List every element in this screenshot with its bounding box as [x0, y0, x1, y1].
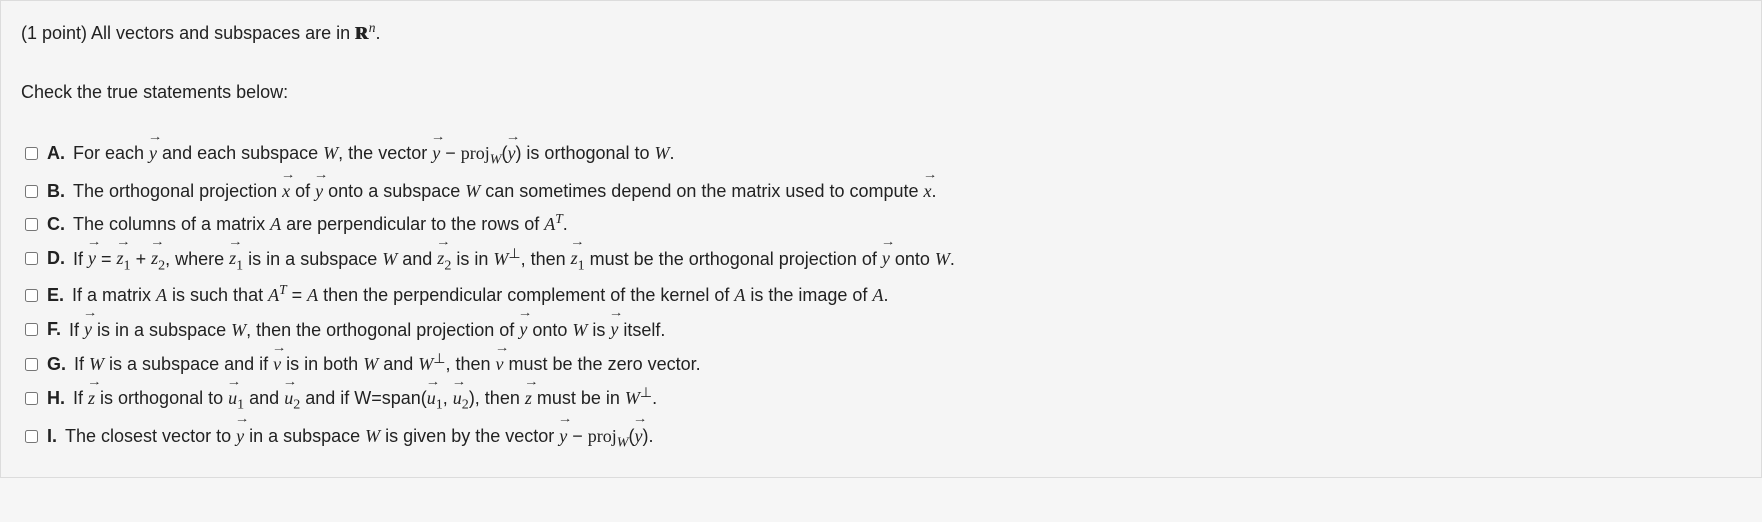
option-checkbox[interactable] [25, 289, 38, 302]
option-checkbox[interactable] [25, 147, 38, 160]
option-checkbox[interactable] [25, 218, 38, 231]
option-letter: A. [47, 137, 65, 169]
option-checkbox[interactable] [25, 185, 38, 198]
option-letter: D. [47, 242, 65, 274]
options-list: A.For each y and each subspace W, the ve… [21, 135, 1741, 455]
option-text: The closest vector to y in a subspace W … [65, 418, 653, 456]
option-checkbox[interactable] [25, 430, 38, 443]
option-text: If W is a subspace and if v is in both W… [74, 346, 701, 380]
option-text: If y is in a subspace W, then the orthog… [69, 312, 665, 346]
option-letter: F. [47, 313, 61, 345]
option-letter: B. [47, 175, 65, 207]
option-text: If a matrix A is such that AT = A then t… [72, 278, 888, 311]
option-letter: E. [47, 279, 64, 311]
option-row: D.If y = z1 + z2, where z1 is in a subsp… [21, 241, 1741, 279]
option-row: B.The orthogonal projection x of y onto … [21, 173, 1741, 207]
preamble-text: (1 point) All vectors and subspaces are … [21, 23, 355, 43]
option-letter: H. [47, 382, 65, 414]
preamble-space: Rn [355, 23, 375, 43]
preamble-period: . [375, 23, 380, 43]
question-container: (1 point) All vectors and subspaces are … [0, 0, 1762, 478]
option-text: If y = z1 + z2, where z1 is in a subspac… [73, 241, 955, 279]
instructions: Check the true statements below: [21, 80, 1741, 105]
option-text: If z is orthogonal to u1 and u2 and if W… [73, 380, 657, 418]
option-letter: G. [47, 348, 66, 380]
option-letter: I. [47, 420, 57, 452]
option-checkbox[interactable] [25, 323, 38, 336]
option-row: E.If a matrix A is such that AT = A then… [21, 278, 1741, 311]
option-text: The columns of a matrix A are perpendicu… [73, 207, 568, 240]
option-text: For each y and each subspace W, the vect… [73, 135, 675, 173]
option-checkbox[interactable] [25, 252, 38, 265]
option-row: I.The closest vector to y in a subspace … [21, 418, 1741, 456]
option-row: H.If z is orthogonal to u1 and u2 and if… [21, 380, 1741, 418]
option-row: G.If W is a subspace and if v is in both… [21, 346, 1741, 380]
option-checkbox[interactable] [25, 358, 38, 371]
option-row: A.For each y and each subspace W, the ve… [21, 135, 1741, 173]
option-checkbox[interactable] [25, 392, 38, 405]
preamble: (1 point) All vectors and subspaces are … [21, 19, 1741, 46]
option-letter: C. [47, 208, 65, 240]
option-text: The orthogonal projection x of y onto a … [73, 173, 937, 207]
